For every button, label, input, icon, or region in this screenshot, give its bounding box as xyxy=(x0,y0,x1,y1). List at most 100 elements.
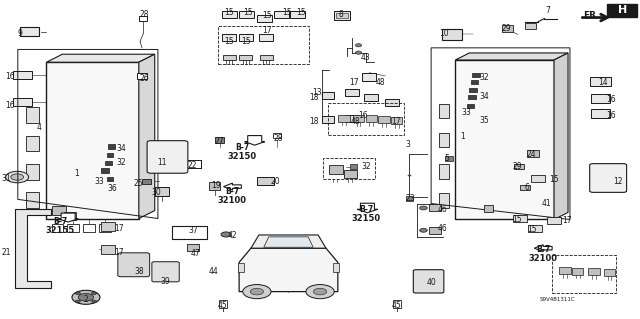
Circle shape xyxy=(6,171,29,183)
Bar xyxy=(439,165,449,179)
Bar xyxy=(321,116,334,123)
Text: S9V4B1311C: S9V4B1311C xyxy=(540,297,575,302)
Text: 22: 22 xyxy=(188,161,197,170)
Bar xyxy=(333,263,339,271)
Bar xyxy=(393,300,401,308)
Bar xyxy=(365,115,377,122)
Text: 14: 14 xyxy=(598,78,608,87)
Text: 7: 7 xyxy=(545,6,550,15)
Bar xyxy=(349,164,357,169)
Bar xyxy=(101,245,115,254)
Text: 16: 16 xyxy=(5,101,15,110)
Text: 19: 19 xyxy=(212,181,221,190)
Bar xyxy=(52,206,66,215)
Bar xyxy=(591,109,611,118)
FancyBboxPatch shape xyxy=(118,253,150,277)
Bar xyxy=(83,224,95,232)
Bar xyxy=(20,27,40,36)
Bar xyxy=(353,115,364,122)
Text: 28: 28 xyxy=(273,134,283,143)
Text: 24: 24 xyxy=(527,150,536,159)
Text: 32150: 32150 xyxy=(227,152,257,161)
Text: 42: 42 xyxy=(227,231,237,240)
Text: 18: 18 xyxy=(309,117,319,126)
Text: 1: 1 xyxy=(460,132,465,141)
Bar xyxy=(323,158,375,179)
Text: B-7: B-7 xyxy=(359,205,373,214)
Text: 16: 16 xyxy=(5,72,15,81)
Text: 15: 15 xyxy=(550,175,559,184)
Circle shape xyxy=(355,44,362,47)
Polygon shape xyxy=(554,53,568,219)
Bar xyxy=(455,60,554,219)
Text: 15: 15 xyxy=(225,37,234,46)
Bar xyxy=(101,168,109,174)
Bar xyxy=(552,255,616,293)
Bar xyxy=(141,179,151,184)
Text: 38: 38 xyxy=(134,267,143,276)
Polygon shape xyxy=(139,54,155,219)
Bar xyxy=(257,177,275,185)
Text: 6: 6 xyxy=(524,183,529,192)
Text: B-7: B-7 xyxy=(225,187,239,196)
Polygon shape xyxy=(251,235,326,248)
Text: 18: 18 xyxy=(309,93,319,102)
Bar xyxy=(219,300,227,308)
Circle shape xyxy=(243,285,271,299)
Circle shape xyxy=(76,292,81,294)
Text: 32100: 32100 xyxy=(529,254,557,263)
Bar xyxy=(238,263,244,271)
Bar xyxy=(442,29,462,40)
FancyBboxPatch shape xyxy=(589,164,627,192)
Text: 32100: 32100 xyxy=(218,196,247,205)
Text: 36: 36 xyxy=(107,184,116,193)
Bar xyxy=(172,226,207,239)
Polygon shape xyxy=(239,248,338,292)
Bar xyxy=(328,165,342,174)
Polygon shape xyxy=(357,203,378,213)
Text: 33: 33 xyxy=(461,108,472,117)
Text: 34: 34 xyxy=(116,144,126,153)
Bar xyxy=(429,227,441,234)
Bar xyxy=(222,34,236,41)
Bar xyxy=(514,164,524,169)
Bar xyxy=(108,145,115,149)
Bar xyxy=(137,73,147,79)
Circle shape xyxy=(92,292,97,294)
Circle shape xyxy=(314,288,326,295)
Text: 4: 4 xyxy=(36,123,42,132)
Bar xyxy=(472,73,479,77)
Text: 26: 26 xyxy=(140,74,149,83)
Bar xyxy=(218,26,310,64)
Bar xyxy=(239,11,254,18)
Text: 32: 32 xyxy=(361,162,371,171)
Bar xyxy=(391,117,403,124)
Polygon shape xyxy=(47,54,155,62)
Bar xyxy=(344,170,356,178)
Text: H: H xyxy=(618,5,627,15)
Bar xyxy=(328,103,404,135)
Bar xyxy=(429,204,441,211)
Text: 15: 15 xyxy=(244,8,253,17)
Bar xyxy=(13,98,32,106)
Text: 10: 10 xyxy=(439,29,449,38)
Bar xyxy=(445,157,452,161)
Bar xyxy=(468,95,476,99)
Bar xyxy=(345,115,359,122)
Text: 17: 17 xyxy=(115,248,124,256)
Bar xyxy=(513,215,527,222)
Text: 43: 43 xyxy=(361,53,371,62)
Text: 45: 45 xyxy=(218,301,228,310)
Bar xyxy=(591,94,611,103)
Polygon shape xyxy=(244,136,265,145)
Text: 29: 29 xyxy=(513,162,522,171)
Text: 39: 39 xyxy=(161,277,170,286)
Circle shape xyxy=(420,228,428,232)
Bar xyxy=(239,34,253,41)
Bar xyxy=(101,222,115,231)
Text: 29: 29 xyxy=(502,24,511,33)
Bar xyxy=(209,182,220,189)
Text: 15: 15 xyxy=(296,8,306,17)
Bar xyxy=(107,153,113,157)
Circle shape xyxy=(72,290,100,304)
